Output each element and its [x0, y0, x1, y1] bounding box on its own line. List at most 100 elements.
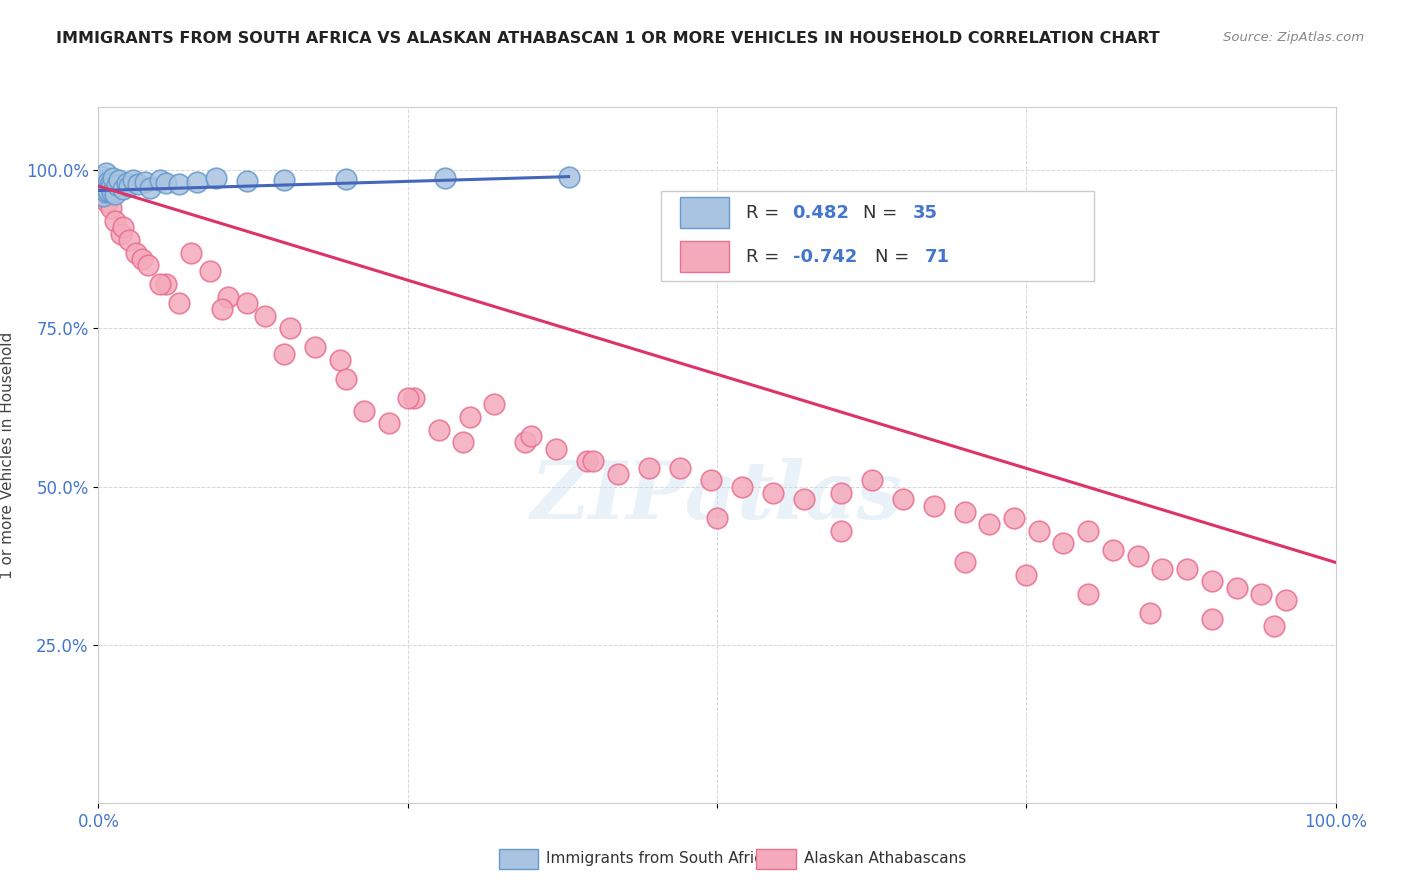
Point [198, 264, 221, 278]
Point [1139, 606, 1161, 620]
Point [427, 423, 450, 437]
Point [127, 178, 149, 192]
Point [576, 454, 599, 468]
Point [112, 220, 135, 235]
Text: -0.742: -0.742 [793, 248, 856, 266]
Point [98, 178, 121, 192]
Text: Immigrants from South Africa: Immigrants from South Africa [546, 851, 772, 865]
Point [515, 435, 537, 450]
Point [953, 556, 976, 570]
Point [396, 391, 419, 405]
Point [433, 170, 456, 185]
Point [329, 353, 352, 368]
Point [167, 296, 190, 310]
Point [953, 505, 976, 519]
Point [97, 184, 120, 198]
FancyBboxPatch shape [661, 191, 1094, 281]
Point [131, 252, 153, 266]
Point [891, 492, 914, 507]
Point [108, 173, 131, 187]
Point [103, 214, 125, 228]
Point [254, 309, 277, 323]
Point [860, 473, 883, 487]
Text: N =: N = [876, 248, 915, 266]
Point [149, 173, 172, 187]
Point [105, 178, 128, 193]
Point [1052, 536, 1074, 550]
Point [1226, 581, 1249, 595]
Point [453, 435, 475, 450]
Point [118, 179, 141, 194]
Point [96, 194, 118, 209]
FancyBboxPatch shape [681, 241, 730, 272]
Point [155, 176, 177, 190]
Point [112, 182, 135, 196]
Point [110, 227, 132, 241]
Point [402, 391, 425, 405]
Point [520, 429, 543, 443]
Point [93, 188, 115, 202]
Point [100, 201, 122, 215]
Point [484, 397, 506, 411]
Point [979, 517, 1001, 532]
Point [93, 179, 115, 194]
Point [1002, 511, 1025, 525]
Text: 35: 35 [912, 203, 938, 222]
Point [731, 479, 754, 493]
Point [205, 170, 228, 185]
Text: Source: ZipAtlas.com: Source: ZipAtlas.com [1223, 31, 1364, 45]
Point [1102, 542, 1125, 557]
Point [793, 492, 815, 507]
Point [278, 321, 301, 335]
Point [167, 178, 190, 192]
Point [546, 442, 568, 456]
Text: N =: N = [863, 203, 903, 222]
Point [922, 499, 945, 513]
Point [136, 258, 159, 272]
Point [1175, 562, 1198, 576]
Point [180, 245, 202, 260]
Point [1126, 549, 1149, 563]
Point [830, 524, 852, 538]
Point [1077, 587, 1099, 601]
Point [1201, 574, 1223, 589]
Point [94, 166, 117, 180]
FancyBboxPatch shape [681, 197, 730, 228]
Point [1201, 612, 1223, 626]
Point [273, 173, 295, 187]
Point [217, 290, 239, 304]
Point [134, 175, 156, 189]
Point [103, 170, 125, 185]
Point [638, 460, 661, 475]
Point [706, 511, 728, 525]
Point [335, 171, 357, 186]
Text: R =: R = [745, 203, 785, 222]
Point [304, 340, 326, 354]
Text: 71: 71 [925, 248, 950, 266]
Point [90, 182, 112, 196]
Point [236, 174, 259, 188]
Point [669, 460, 692, 475]
Point [1275, 593, 1298, 607]
Point [115, 176, 138, 190]
Point [830, 486, 852, 500]
Point [273, 347, 295, 361]
Point [93, 169, 115, 184]
Point [124, 245, 146, 260]
Point [607, 467, 630, 481]
Point [582, 454, 605, 468]
Point [122, 173, 145, 187]
Point [93, 173, 115, 187]
Text: ZIPatlas: ZIPatlas [531, 458, 903, 535]
Point [1250, 587, 1272, 601]
Point [1077, 524, 1099, 538]
Y-axis label: 1 or more Vehicles in Household: 1 or more Vehicles in Household [0, 331, 14, 579]
Point [97, 175, 120, 189]
Point [91, 176, 114, 190]
Point [1152, 562, 1174, 576]
Point [139, 181, 162, 195]
Text: 0.482: 0.482 [793, 203, 849, 222]
Point [155, 277, 177, 292]
Point [236, 296, 259, 310]
Point [103, 187, 125, 202]
